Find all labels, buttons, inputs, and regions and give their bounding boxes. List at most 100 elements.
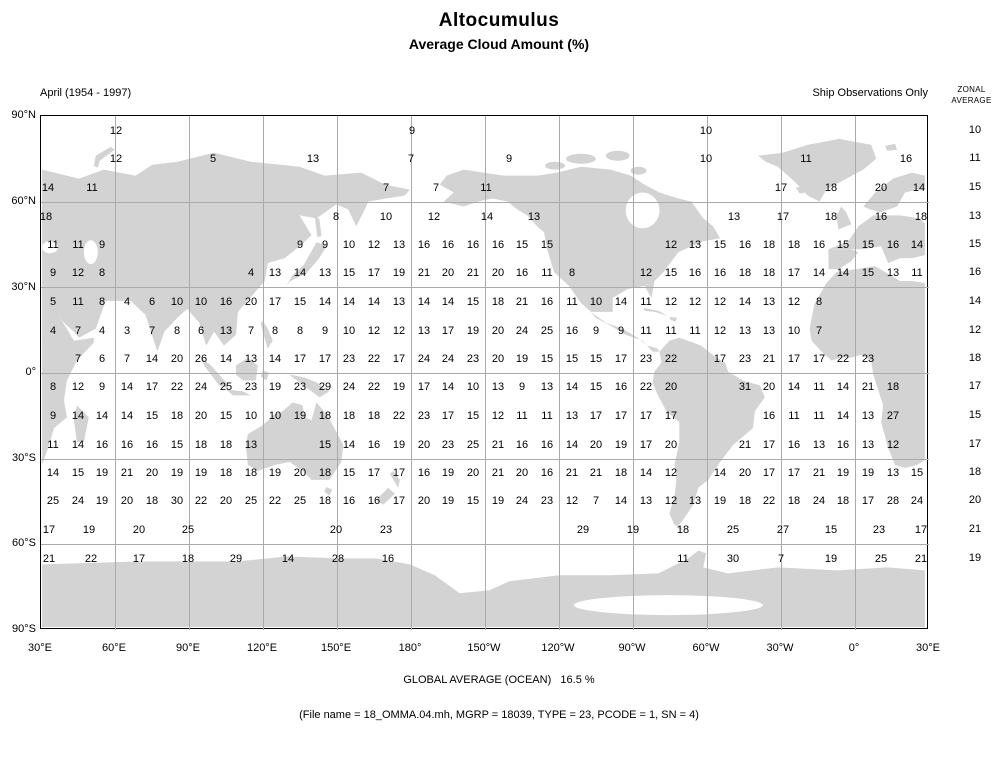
cell-value-35N: 11 [911, 267, 923, 279]
zonal-average-85N: 10 [968, 124, 982, 136]
cell-value-5N: 23 [861, 353, 875, 365]
cell-value-75N: 9 [505, 153, 513, 165]
cell-value-45N: 15 [515, 239, 529, 251]
cell-value-15S: 15 [219, 410, 233, 422]
cell-value-45N: 12 [367, 239, 381, 251]
global-average-label: GLOBAL AVERAGE (OCEAN) 16.5 % [403, 674, 595, 686]
cell-value-45S: 17 [392, 495, 406, 507]
cell-value-35N: 17 [367, 267, 381, 279]
cell-value-45S: 22 [762, 495, 776, 507]
cell-value-5N: 22 [367, 353, 381, 365]
cell-value-35S: 20 [145, 467, 159, 479]
cell-value-45N: 9 [98, 239, 106, 251]
cell-value-35N: 16 [688, 267, 702, 279]
zonal-average-65S: 19 [968, 552, 982, 564]
cell-value-15N: 7 [815, 325, 823, 337]
cell-value-45N: 16 [466, 239, 480, 251]
cell-value-45N: 11 [47, 239, 59, 251]
cell-value-25N: 5 [49, 296, 57, 308]
cell-value-5S: 9 [518, 381, 526, 393]
cell-value-5N: 17 [392, 353, 406, 365]
cell-value-5S: 9 [98, 381, 106, 393]
cell-value-35S: 19 [441, 467, 455, 479]
cell-value-15N: 7 [74, 325, 82, 337]
cell-value-15S: 11 [516, 410, 528, 422]
lat-tick-label: 90°N [11, 109, 36, 121]
cell-value-15N: 13 [762, 325, 776, 337]
cell-value-25S: 16 [120, 439, 134, 451]
cell-value-35S: 20 [738, 467, 752, 479]
cell-value-15S: 18 [170, 410, 184, 422]
cell-value-5S: 15 [589, 381, 603, 393]
cell-value-15N: 11 [689, 325, 701, 337]
cell-value-5S: 31 [738, 381, 752, 393]
cell-value-15S: 17 [639, 410, 653, 422]
cell-value-15N: 10 [342, 325, 356, 337]
cell-value-45S: 13 [688, 495, 702, 507]
cell-value-65S: 28 [331, 553, 345, 565]
cell-value-15S: 11 [541, 410, 553, 422]
cell-value-5N: 23 [342, 353, 356, 365]
cell-value-5N: 7 [74, 353, 82, 365]
cell-value-45S: 19 [441, 495, 455, 507]
cell-value-45S: 20 [120, 495, 134, 507]
cell-value-15N: 12 [367, 325, 381, 337]
cell-value-45N: 15 [713, 239, 727, 251]
cell-value-45S: 22 [268, 495, 282, 507]
cell-value-45S: 15 [466, 495, 480, 507]
cell-value-25N: 16 [540, 296, 554, 308]
cell-value-35S: 16 [540, 467, 554, 479]
cell-value-15N: 25 [540, 325, 554, 337]
cell-value-5S: 23 [244, 381, 258, 393]
cell-value-5N: 22 [836, 353, 850, 365]
cell-value-65N: 11 [480, 182, 492, 194]
zonal-average-55N: 13 [968, 210, 982, 222]
cell-value-25N: 21 [515, 296, 529, 308]
cell-value-15S: 14 [836, 410, 850, 422]
cell-value-35S: 14 [46, 467, 60, 479]
cell-value-5N: 15 [540, 353, 554, 365]
cell-value-25S: 20 [664, 439, 678, 451]
cell-value-15N: 7 [148, 325, 156, 337]
cell-value-45N: 18 [787, 239, 801, 251]
cell-value-5S: 17 [417, 381, 431, 393]
lon-tick-label: 30°E [28, 642, 52, 654]
cell-value-25S: 14 [71, 439, 85, 451]
cell-value-45S: 24 [515, 495, 529, 507]
cell-value-25S: 13 [861, 439, 875, 451]
source-label: Ship Observations Only [812, 87, 928, 99]
cell-value-25S: 19 [614, 439, 628, 451]
cell-value-5S: 22 [170, 381, 184, 393]
cell-value-55S: 25 [726, 524, 740, 536]
cell-value-35S: 17 [392, 467, 406, 479]
cell-value-55S: 29 [576, 524, 590, 536]
zonal-average-45N: 15 [968, 238, 982, 250]
cell-value-75N: 16 [899, 153, 913, 165]
cell-value-25S: 21 [738, 439, 752, 451]
cell-value-25N: 4 [123, 296, 131, 308]
cell-value-35N: 20 [491, 267, 505, 279]
cell-value-15S: 20 [194, 410, 208, 422]
cell-value-45S: 7 [592, 495, 600, 507]
cell-value-15N: 8 [173, 325, 181, 337]
cell-value-45S: 19 [491, 495, 505, 507]
cell-value-25S: 15 [170, 439, 184, 451]
cell-value-75N: 10 [699, 153, 713, 165]
cell-value-65S: 21 [42, 553, 56, 565]
cell-value-75N: 13 [306, 153, 320, 165]
cell-value-15N: 13 [219, 325, 233, 337]
cell-value-35N: 21 [417, 267, 431, 279]
cell-value-55N: 12 [427, 211, 441, 223]
cell-value-15S: 19 [293, 410, 307, 422]
cell-value-85N: 10 [699, 125, 713, 137]
cell-value-75N: 5 [209, 153, 217, 165]
cell-value-45S: 16 [367, 495, 381, 507]
cell-value-15N: 3 [123, 325, 131, 337]
cell-value-45S: 20 [219, 495, 233, 507]
zonal-header-line1: ZONAL [957, 85, 986, 94]
zonal-average-45S: 20 [968, 494, 982, 506]
lon-tick-label: 90°E [176, 642, 200, 654]
cell-value-25N: 12 [688, 296, 702, 308]
lat-tick-label: 90°S [12, 623, 36, 635]
cell-value-65N: 7 [382, 182, 390, 194]
